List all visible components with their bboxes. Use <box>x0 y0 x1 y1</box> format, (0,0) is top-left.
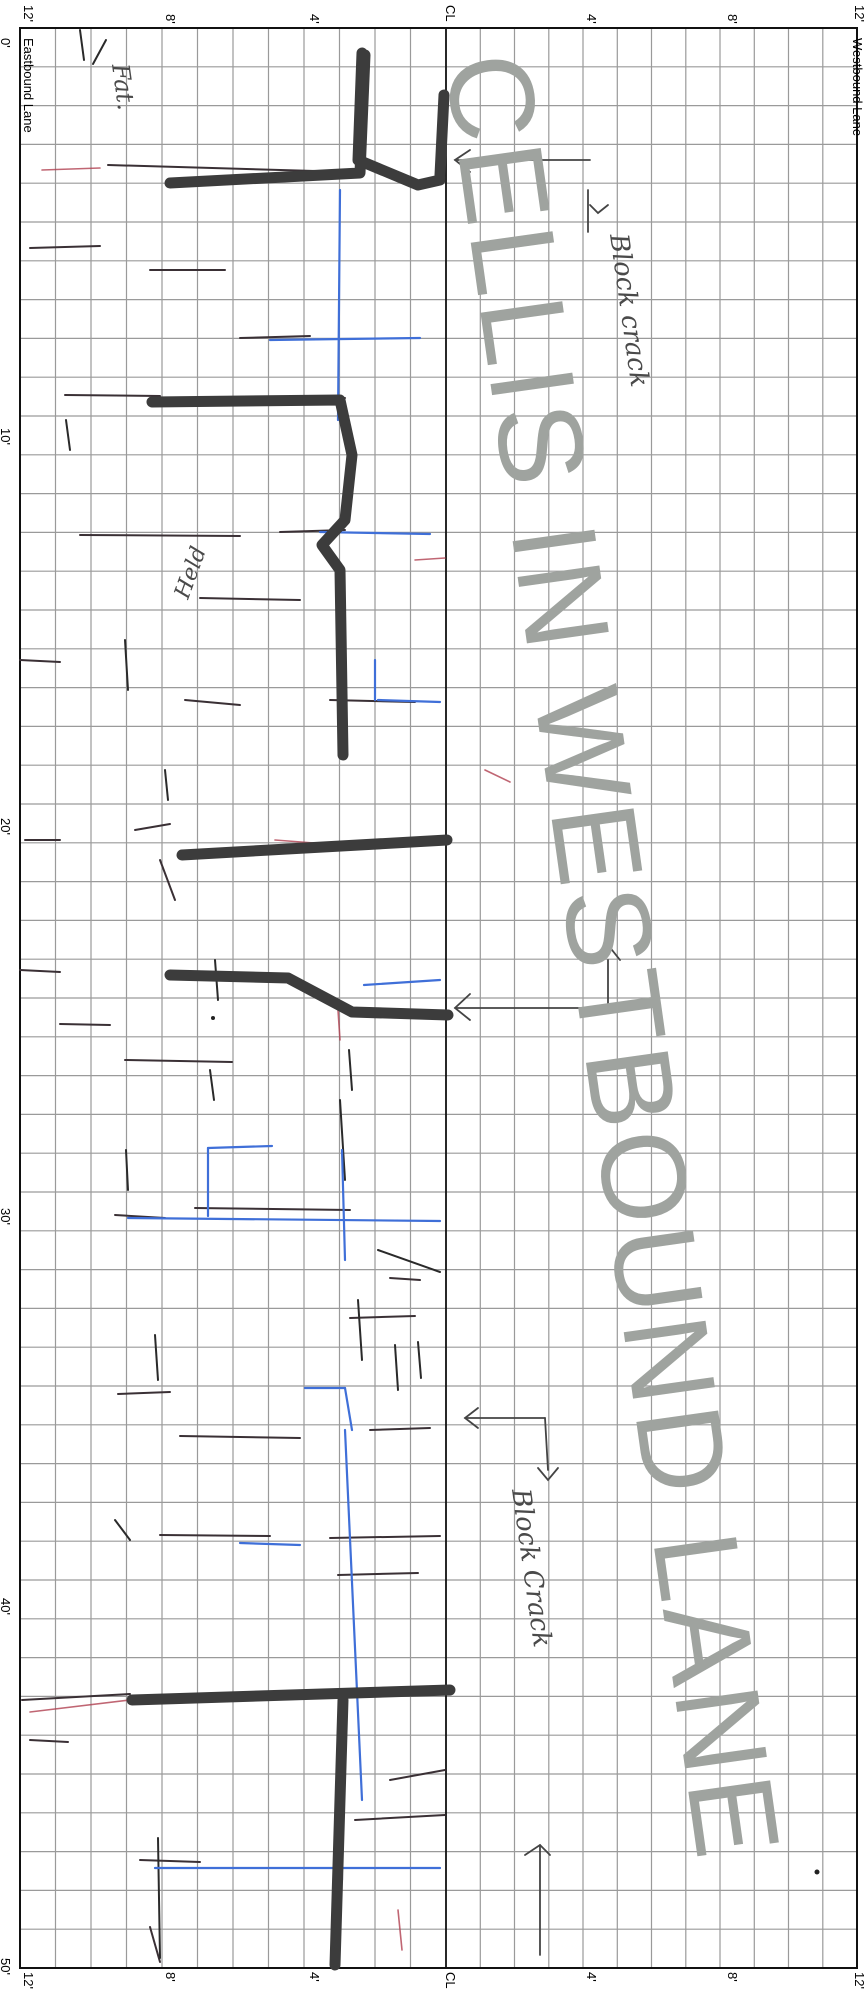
patch-4 <box>176 834 453 861</box>
bottom-tick-12-west: 12' <box>852 1972 866 1989</box>
patch-7 <box>329 1694 349 1971</box>
sheet-border <box>19 27 858 1969</box>
distance-10: 10' <box>0 428 13 445</box>
annotation-arrows <box>453 149 621 1956</box>
distance-0: 0' <box>0 38 13 48</box>
top-tick-12-west: 12' <box>852 5 866 22</box>
distance-40: 40' <box>0 1598 13 1615</box>
handwritten-block-crack-1: Block crack <box>603 231 654 389</box>
top-tick-8-west: 8' <box>725 14 740 24</box>
patch-2 <box>164 49 371 189</box>
top-ticks: 12' 8' 4' CL 4' 8' 12' <box>21 5 866 24</box>
patch-6 <box>126 1684 456 1706</box>
handwritten-fat: Fat. <box>106 61 140 112</box>
top-centerline-label: CL <box>443 5 458 22</box>
distance-ticks: 0' 10' 20' 30' 40' 50' <box>0 38 13 1975</box>
top-tick-8-east: 8' <box>163 14 178 24</box>
top-tick-12-east: 12' <box>21 5 36 22</box>
westbound-lane-label: Westbound Lane <box>850 38 865 136</box>
distance-30: 30' <box>0 1208 13 1225</box>
mark-dot <box>814 1869 820 1875</box>
bottom-tick-4-west: 4' <box>584 1972 599 1982</box>
stamp-text: CELLIS IN WESTBOUND LANE <box>419 45 805 1869</box>
bottom-tick-12-east: 12' <box>21 1972 36 1989</box>
bottom-ticks: 12' 8' 4' CL 4' 8' 12' <box>21 1972 866 1989</box>
red-cracks <box>29 167 511 1951</box>
mark-dot <box>211 1016 215 1020</box>
survey-grid <box>20 28 857 1968</box>
patch-outlines <box>126 47 456 1971</box>
patch-3 <box>146 394 358 761</box>
patch-5 <box>164 969 454 1021</box>
bottom-centerline-label: CL <box>443 1972 458 1989</box>
bottom-tick-4-east: 4' <box>307 1972 322 1982</box>
handwritten-note: Held <box>170 543 212 603</box>
blue-cracks <box>126 188 442 1882</box>
distance-50: 50' <box>0 1958 13 1975</box>
distance-20: 20' <box>0 818 13 835</box>
top-tick-4-west: 4' <box>584 14 599 24</box>
top-tick-4-east: 4' <box>307 14 322 24</box>
longitudinal-cracks <box>65 29 441 1959</box>
eastbound-lane-label: Eastbound Lane <box>21 38 36 133</box>
bottom-tick-8-east: 8' <box>163 1972 178 1982</box>
bottom-tick-8-west: 8' <box>725 1972 740 1982</box>
patch-1-inner <box>434 89 450 181</box>
